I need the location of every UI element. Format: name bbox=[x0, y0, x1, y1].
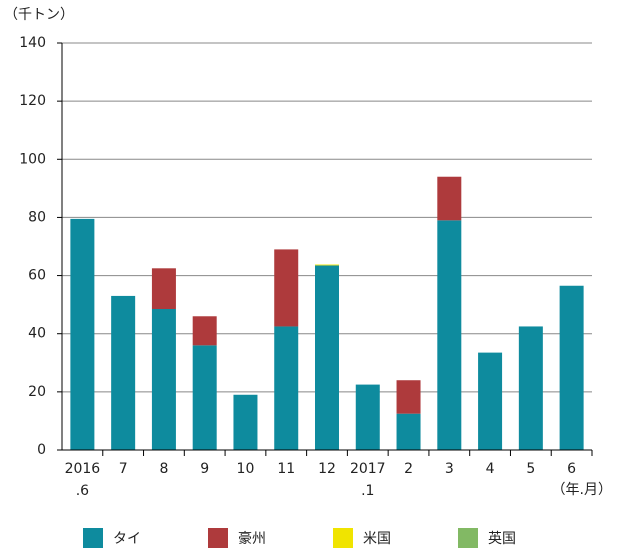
x-tick-label: 2017.1 bbox=[350, 461, 386, 499]
y-tick-label: 100 bbox=[19, 151, 46, 167]
bar-segment bbox=[315, 264, 339, 266]
legend-swatch bbox=[83, 528, 103, 548]
x-tick-label: 4 bbox=[486, 461, 495, 477]
y-tick-label: 40 bbox=[28, 326, 46, 342]
y-unit-label: （千トン） bbox=[4, 7, 74, 23]
bar-segment bbox=[396, 413, 421, 450]
bar-segment bbox=[192, 345, 217, 450]
legend-label: 豪州 bbox=[238, 531, 266, 547]
y-tick-label: 0 bbox=[37, 442, 46, 458]
bar-segment bbox=[315, 265, 339, 450]
x-tick-label: 3 bbox=[445, 461, 454, 477]
x-tick-label: 10 bbox=[237, 461, 255, 477]
x-unit-label: （年.月） bbox=[552, 482, 612, 498]
bar-segment bbox=[111, 295, 136, 450]
x-tick-label: 2 bbox=[404, 461, 413, 477]
bar-segment bbox=[274, 326, 299, 450]
x-tick-label: 5 bbox=[526, 461, 535, 477]
y-tick-label: 20 bbox=[28, 384, 46, 400]
y-tick-label: 140 bbox=[19, 35, 46, 51]
bar-segment bbox=[70, 218, 95, 450]
x-tick-label: 11 bbox=[277, 461, 295, 477]
bar-segment bbox=[233, 394, 258, 450]
legend-swatch bbox=[208, 528, 228, 548]
bar-segment bbox=[274, 249, 299, 327]
bar-segment bbox=[518, 326, 543, 450]
x-tick-label: 6 bbox=[567, 461, 576, 477]
bar-segment bbox=[478, 352, 503, 450]
y-tick-label: 80 bbox=[28, 209, 46, 225]
y-tick-label: 120 bbox=[19, 93, 46, 109]
bar-segment bbox=[192, 316, 217, 346]
legend-swatch bbox=[458, 528, 478, 548]
x-tick-label: 9 bbox=[200, 461, 209, 477]
legend-label: 英国 bbox=[488, 530, 516, 547]
bar-segment bbox=[151, 309, 176, 450]
x-tick-label: 2016.6 bbox=[65, 461, 101, 499]
x-tick-label: 7 bbox=[119, 461, 128, 477]
bar-segment bbox=[355, 384, 380, 450]
x-tick-label: 12 bbox=[318, 461, 336, 477]
bar-segment bbox=[396, 380, 421, 414]
bar-segment bbox=[437, 220, 462, 450]
legend-swatch bbox=[333, 528, 353, 548]
legend-label: タイ bbox=[113, 531, 141, 547]
bar-segment bbox=[437, 176, 462, 221]
legend-label: 米国 bbox=[363, 531, 391, 547]
bar-segment bbox=[151, 268, 176, 310]
bar-segment bbox=[559, 285, 584, 450]
x-tick-label: 8 bbox=[159, 461, 168, 477]
y-tick-label: 60 bbox=[28, 268, 46, 284]
